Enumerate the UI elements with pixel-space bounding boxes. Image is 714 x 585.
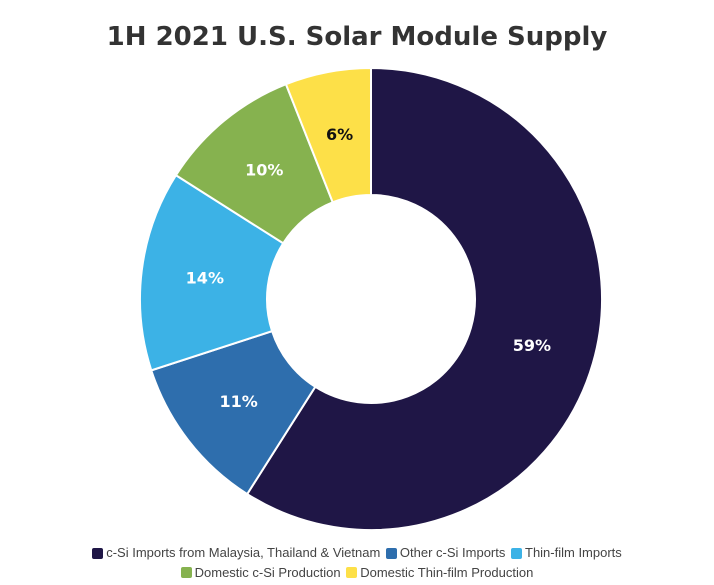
legend-item-malaysia-thailand-vietnam-imports[interactable]: c-Si Imports from Malaysia, Thailand & V… xyxy=(92,544,380,562)
slice-malaysia-thailand-vietnam-imports[interactable] xyxy=(245,66,603,531)
legend-swatch xyxy=(511,547,522,559)
legend-swatch xyxy=(180,567,192,578)
legend-label: c-Si Imports from Malaysia, Thailand & V… xyxy=(106,545,381,560)
data-label-thin-film-imports: 14% xyxy=(186,269,224,288)
slice-thin-film-imports[interactable] xyxy=(139,173,285,372)
legend-label: Domestic c-Si Production xyxy=(194,564,341,580)
legend-label: Other c-Si Imports xyxy=(399,545,506,560)
chart-legend: c-Si Imports from Malaysia, Thailand & V… xyxy=(20,544,694,583)
legend-item-domestic-thin-film-production[interactable]: Domestic Thin-film Production xyxy=(346,564,533,582)
legend-label: Thin-film Imports xyxy=(525,545,622,560)
legend-swatch xyxy=(346,567,358,578)
legend-swatch xyxy=(385,547,397,559)
legend-item-other-csi-imports[interactable]: Other c-Si Imports xyxy=(385,544,506,562)
donut-chart: 59% 11% 14% 10% 6% xyxy=(139,66,603,531)
data-label-domestic-csi-production: 10% xyxy=(245,160,283,179)
legend-swatch xyxy=(92,547,104,559)
legend-item-domestic-csi-production[interactable]: Domestic c-Si Production xyxy=(180,564,341,582)
data-label-malaysia-thailand-vietnam-imports: 59% xyxy=(513,336,551,355)
chart-title: 1H 2021 U.S. Solar Module Supply xyxy=(106,22,608,52)
data-label-other-csi-imports: 11% xyxy=(220,392,258,411)
slice-domestic-thin-film-production[interactable] xyxy=(284,66,372,204)
legend-row-1: c-Si Imports from Malaysia, Thailand & V… xyxy=(20,544,694,564)
legend-item-thin-film-imports[interactable]: Thin-film Imports xyxy=(511,544,622,562)
legend-label: Domestic Thin-film Production xyxy=(360,564,534,580)
legend-row-2: Domestic c-Si Production Domestic Thin-f… xyxy=(20,564,694,584)
data-label-domestic-thin-film-production: 6% xyxy=(326,125,353,144)
